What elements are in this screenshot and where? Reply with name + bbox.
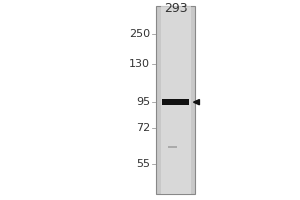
Polygon shape: [194, 100, 200, 105]
Text: 130: 130: [129, 59, 150, 69]
Text: 95: 95: [136, 97, 150, 107]
Bar: [162, 99, 189, 105]
Bar: [156, 6, 195, 194]
Text: 55: 55: [136, 159, 150, 169]
Text: 293: 293: [164, 2, 187, 15]
Text: 72: 72: [136, 123, 150, 133]
Bar: [168, 146, 177, 148]
Bar: [160, 6, 190, 194]
Text: 250: 250: [129, 29, 150, 39]
